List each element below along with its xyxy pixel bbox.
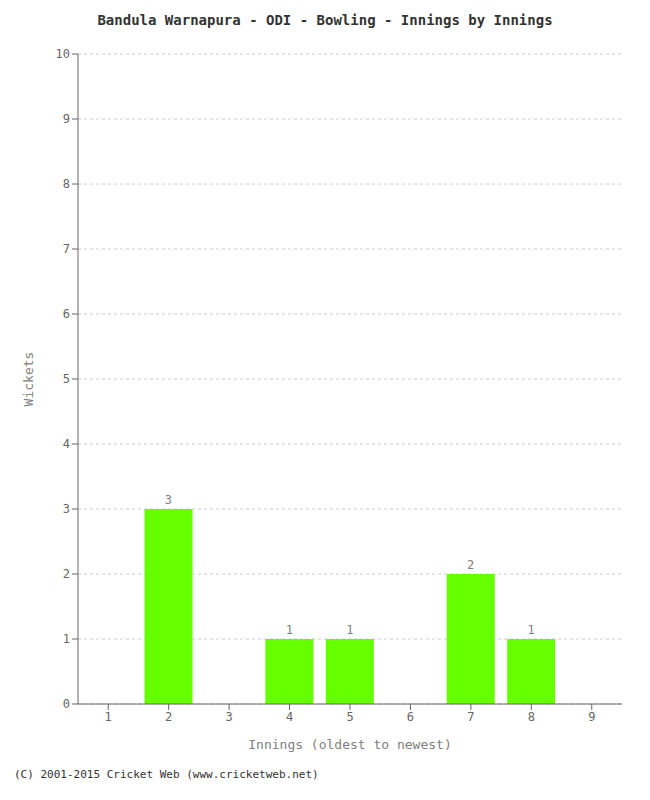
svg-text:2: 2 (467, 558, 474, 572)
svg-text:4: 4 (63, 437, 70, 451)
svg-text:3: 3 (225, 710, 232, 724)
svg-text:3: 3 (63, 502, 70, 516)
svg-text:2: 2 (165, 710, 172, 724)
svg-text:9: 9 (588, 710, 595, 724)
svg-text:9: 9 (63, 112, 70, 126)
html-text:(C) 2001-2015 Cricket Web (www: (C) 2001-2015 Cricket Web (www.cricketwe… (14, 768, 319, 781)
svg-text:7: 7 (63, 242, 70, 256)
svg-text:2: 2 (63, 567, 70, 581)
svg-text:Innings (oldest to newest): Innings (oldest to newest) (248, 737, 452, 752)
svg-text:7: 7 (467, 710, 474, 724)
svg-text:6: 6 (407, 710, 414, 724)
svg-text:6: 6 (63, 307, 70, 321)
html-text:Bandula Warnapura - ODI - Bowl: Bandula Warnapura - ODI - Bowling - Inni… (97, 12, 553, 28)
svg-text:8: 8 (528, 710, 535, 724)
svg-text:10: 10 (56, 47, 70, 61)
svg-text:5: 5 (63, 372, 70, 386)
svg-text:Wickets: Wickets (21, 352, 36, 407)
svg-text:4: 4 (286, 710, 293, 724)
svg-text:1: 1 (105, 710, 112, 724)
svg-text:1: 1 (286, 623, 293, 637)
svg-text:8: 8 (63, 177, 70, 191)
svg-text:0: 0 (63, 697, 70, 711)
svg-text:1: 1 (528, 623, 535, 637)
svg-text:1: 1 (346, 623, 353, 637)
svg-text:1: 1 (63, 632, 70, 646)
svg-text:3: 3 (165, 493, 172, 507)
svg-text:5: 5 (346, 710, 353, 724)
